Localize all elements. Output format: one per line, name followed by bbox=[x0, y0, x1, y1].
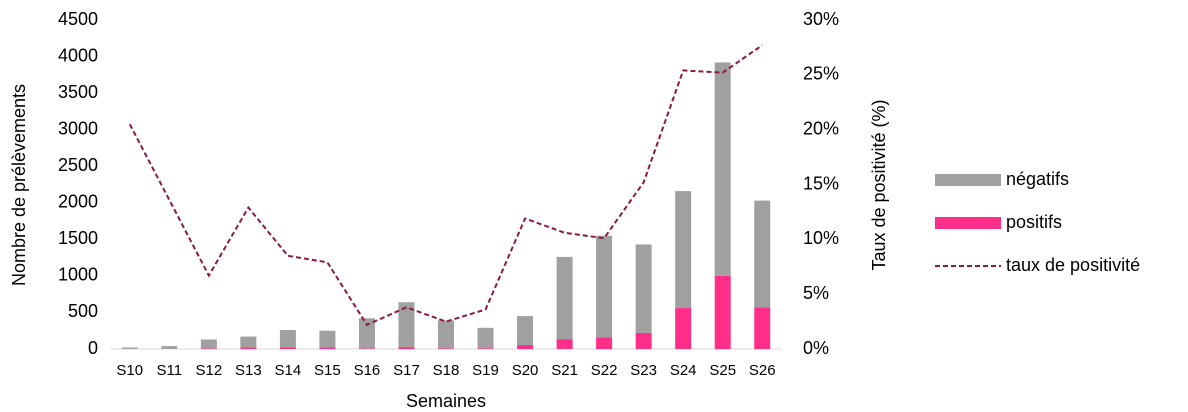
legend-swatch bbox=[935, 217, 1001, 229]
y2-tick-label: 5% bbox=[803, 283, 829, 303]
bar bbox=[279, 347, 296, 349]
x-tick-label: S12 bbox=[195, 362, 222, 379]
bar bbox=[279, 329, 296, 348]
x-tick-label: S13 bbox=[235, 362, 262, 379]
bar bbox=[596, 235, 613, 338]
bar bbox=[517, 316, 534, 345]
y-tick-label: 2500 bbox=[58, 155, 98, 175]
bar bbox=[240, 347, 257, 349]
bar bbox=[200, 339, 217, 349]
x-tick-label: S21 bbox=[551, 362, 578, 379]
y-tick-label: 500 bbox=[68, 301, 98, 321]
x-tick-label: S18 bbox=[433, 362, 460, 379]
x-tick-label: S19 bbox=[472, 362, 499, 379]
y-tick-label: 0 bbox=[88, 338, 98, 358]
y2-tick-label: 30% bbox=[803, 9, 839, 29]
bar bbox=[319, 330, 336, 348]
y-axis-title: Nombre de prélèvements bbox=[9, 84, 29, 286]
bar bbox=[240, 336, 257, 348]
bar bbox=[556, 256, 573, 340]
bar bbox=[556, 339, 573, 349]
bar bbox=[398, 302, 415, 348]
y-tick-label: 1500 bbox=[58, 228, 98, 248]
y-tick-label: 2000 bbox=[58, 192, 98, 212]
legend-swatch bbox=[935, 174, 1001, 186]
x-tick-label: S17 bbox=[393, 362, 420, 379]
legend-label: taux de positivité bbox=[1006, 255, 1140, 275]
bar bbox=[358, 318, 375, 349]
bar bbox=[754, 307, 771, 349]
bar bbox=[635, 332, 652, 349]
bar bbox=[121, 347, 138, 349]
x-tick-label: S20 bbox=[512, 362, 539, 379]
bar bbox=[675, 308, 692, 349]
x-tick-label: S22 bbox=[591, 362, 618, 379]
y2-axis-title: Taux de positivité (%) bbox=[869, 99, 889, 270]
x-tick-label: S16 bbox=[354, 362, 381, 379]
x-tick-label: S24 bbox=[670, 362, 697, 379]
bar bbox=[438, 320, 454, 349]
bar bbox=[438, 348, 454, 349]
bar bbox=[398, 347, 415, 349]
bar bbox=[714, 275, 731, 349]
x-tick-label: S23 bbox=[630, 362, 657, 379]
x-tick-label: S10 bbox=[116, 362, 143, 379]
legend-label: positifs bbox=[1006, 212, 1062, 232]
y2-tick-label: 20% bbox=[803, 118, 839, 138]
y2-tick-label: 25% bbox=[803, 64, 839, 84]
bar bbox=[161, 346, 178, 349]
y2-tick-label: 10% bbox=[803, 228, 839, 248]
bar bbox=[319, 347, 336, 349]
bar bbox=[358, 348, 375, 349]
bar bbox=[675, 191, 692, 309]
bar bbox=[200, 348, 217, 349]
bar bbox=[635, 244, 652, 333]
x-tick-label: S25 bbox=[709, 362, 736, 379]
y-tick-label: 3500 bbox=[58, 82, 98, 102]
line bbox=[128, 44, 763, 327]
x-tick-label: S15 bbox=[314, 362, 341, 379]
bar bbox=[477, 348, 494, 349]
bar bbox=[517, 344, 534, 349]
bar bbox=[477, 327, 494, 349]
x-axis-title: Semaines bbox=[406, 391, 486, 411]
bar bbox=[596, 337, 613, 349]
bar bbox=[754, 200, 771, 308]
x-tick-label: S11 bbox=[157, 362, 183, 379]
y2-tick-label: 15% bbox=[803, 173, 839, 193]
bar bbox=[714, 62, 731, 276]
y2-tick-label: 0% bbox=[803, 338, 829, 358]
y-tick-label: 3000 bbox=[58, 118, 98, 138]
y-tick-label: 4500 bbox=[58, 9, 98, 29]
x-tick-label: S14 bbox=[275, 362, 302, 379]
y-tick-label: 1000 bbox=[58, 265, 98, 285]
legend-label: négatifs bbox=[1006, 169, 1069, 189]
x-tick-label: S26 bbox=[749, 362, 776, 379]
y-tick-label: 4000 bbox=[58, 45, 98, 65]
